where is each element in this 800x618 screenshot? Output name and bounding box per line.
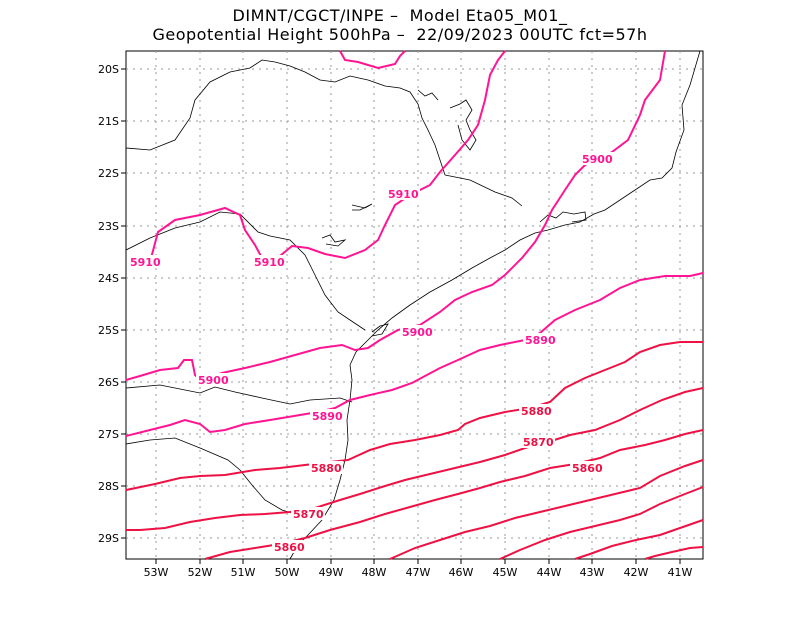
lat-label: 28S — [98, 480, 119, 493]
contour-label-5910: 5910 — [130, 256, 161, 269]
contour-5850 — [389, 459, 704, 560]
contour-5820 — [644, 546, 704, 560]
contour-5890 — [125, 272, 704, 437]
contour-label-5890: 5890 — [312, 410, 343, 423]
contour-label-5880: 5880 — [311, 462, 342, 475]
contour-5910-top — [339, 50, 406, 70]
contour-label-5900: 5900 — [402, 326, 433, 339]
latitude-labels: 20S 21S 22S 23S 24S 25S 26S 27S 28S 29S — [98, 63, 119, 545]
contour-label-5900: 5900 — [198, 374, 229, 387]
border-mg-sp — [125, 59, 446, 176]
contour-5870 — [126, 387, 704, 531]
contour-5840 — [499, 486, 704, 560]
contour-5880 — [125, 341, 703, 491]
contour-label-5870: 5870 — [523, 436, 554, 449]
contour-label-5860: 5860 — [274, 541, 305, 554]
lat-label: 23S — [98, 220, 119, 233]
border-sc-rs — [125, 437, 299, 516]
contour-5830 — [574, 519, 704, 560]
lon-label: 48W — [362, 566, 387, 579]
lat-label: 25S — [98, 324, 119, 337]
lon-label: 52W — [188, 566, 213, 579]
map-title-line-1: DIMNT/CGCT/INPE – Model Eta05_M01_ — [232, 6, 568, 25]
lon-label: 47W — [406, 566, 431, 579]
lon-label: 41W — [668, 566, 693, 579]
contour-label-5900: 5900 — [582, 153, 613, 166]
lon-label: 46W — [449, 566, 474, 579]
lon-label: 43W — [580, 566, 605, 579]
paranagua-bay — [371, 323, 389, 337]
border-sp-rj — [444, 174, 523, 207]
contour-label-5910: 5910 — [388, 188, 419, 201]
contour-5910-main — [149, 50, 506, 263]
border-sp-pr — [125, 211, 366, 331]
longitude-labels: 53W 52W 51W 50W 49W 48W 47W 46W 45W 44W … — [144, 566, 693, 579]
lon-label: 53W — [144, 566, 169, 579]
reservoir-1 — [351, 203, 373, 211]
map-title-line-2: Geopotential Height 500hPa – 22/09/2023 … — [152, 25, 648, 44]
reservoir-2 — [321, 234, 347, 247]
coastline-borders — [125, 50, 701, 560]
lat-label: 29S — [98, 532, 119, 545]
lon-label: 42W — [624, 566, 649, 579]
lat-label: 21S — [98, 115, 119, 128]
axis-ticks — [121, 68, 681, 564]
lon-label: 49W — [319, 566, 344, 579]
contour-labels: 5910 5910 5910 5900 5900 5900 5890 5890 … — [128, 152, 614, 554]
contour-label-5870: 5870 — [293, 508, 324, 521]
lon-label: 44W — [537, 566, 562, 579]
lon-label: 45W — [493, 566, 518, 579]
contour-label-5890: 5890 — [525, 334, 556, 347]
lat-label: 26S — [98, 376, 119, 389]
lat-label: 24S — [98, 272, 119, 285]
lat-label: 20S — [98, 63, 119, 76]
contour-lines — [125, 50, 704, 560]
atlantic-coastline — [289, 50, 701, 560]
contour-label-5880: 5880 — [521, 405, 552, 418]
reservoir-3 — [449, 99, 477, 151]
contour-label-5910: 5910 — [254, 256, 285, 269]
border-pr-sc — [125, 384, 353, 405]
lon-label: 51W — [231, 566, 256, 579]
lat-label: 27S — [98, 428, 119, 441]
contour-label-5860: 5860 — [572, 462, 603, 475]
reservoir-4 — [417, 89, 439, 101]
lat-label: 22S — [98, 167, 119, 180]
lon-label: 50W — [275, 566, 300, 579]
map-frame — [125, 50, 704, 560]
